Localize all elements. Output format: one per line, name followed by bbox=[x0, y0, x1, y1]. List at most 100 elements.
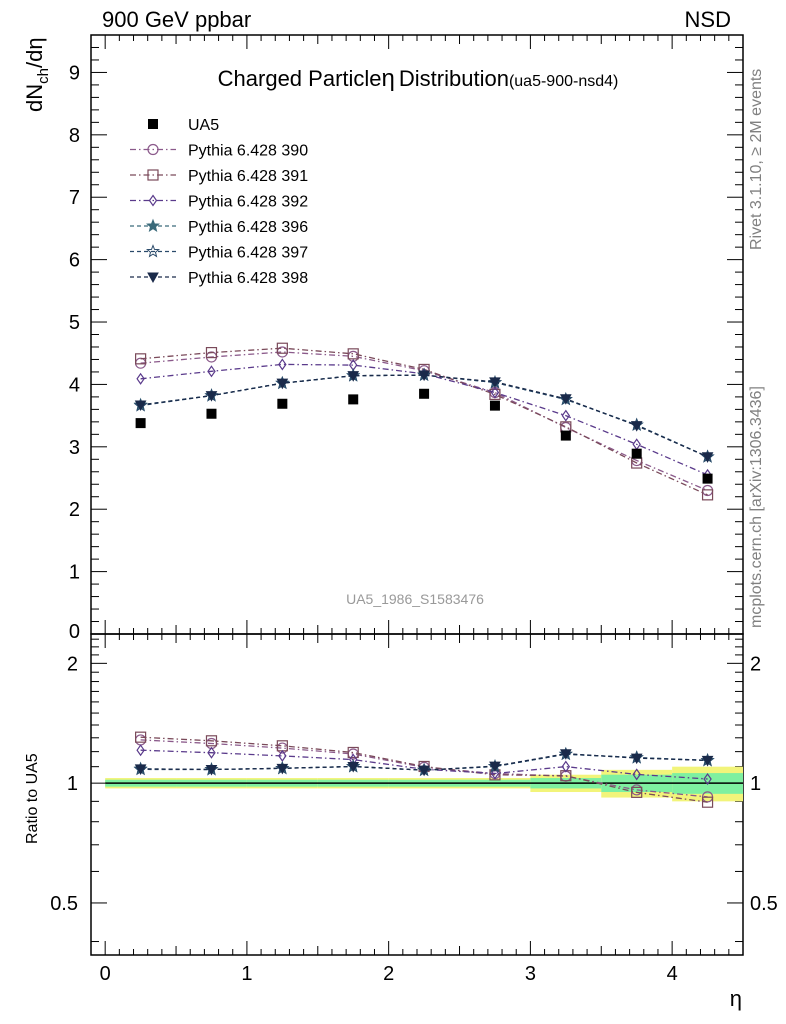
y-tick-label: 0 bbox=[69, 621, 80, 643]
ratio-series-point bbox=[701, 755, 714, 767]
legend-marker bbox=[147, 272, 159, 284]
ratio-series-point bbox=[559, 749, 572, 760]
main-plot: 0 1 2 3 4 5 6 7 8 9 bbox=[69, 34, 744, 955]
x-tick-label: 3 bbox=[525, 963, 536, 985]
series-point bbox=[278, 358, 287, 371]
y-tick-label: 9 bbox=[69, 62, 80, 84]
ratio-series-point bbox=[276, 763, 289, 775]
mcplots-reference-text: mcplots.cern.ch [arXiv:1306.3436] bbox=[748, 386, 765, 628]
x-tick-label: 2 bbox=[383, 963, 394, 985]
legend-label: Pythia 6.428 391 bbox=[188, 168, 308, 185]
ratio-series-point bbox=[630, 753, 643, 765]
legend-marker bbox=[148, 119, 158, 129]
ratio-tick-label-right: 0.5 bbox=[750, 893, 778, 915]
ratio-series-point bbox=[489, 761, 501, 773]
legend-label: Pythia 6.428 396 bbox=[188, 219, 308, 236]
data-point bbox=[631, 448, 642, 459]
series-point bbox=[701, 489, 714, 501]
ratio-tick-label-left: 0.5 bbox=[50, 893, 78, 915]
series-point bbox=[134, 400, 147, 412]
y-axis-label: dNch/dη bbox=[22, 37, 52, 112]
y-tick-label: 6 bbox=[69, 250, 80, 272]
legend-label: Pythia 6.428 392 bbox=[188, 194, 308, 211]
legend-marker bbox=[146, 218, 160, 233]
chart-title: Charged Particleη Distribution(ua5-900-ns… bbox=[218, 65, 619, 92]
y-tick-label: 1 bbox=[69, 562, 80, 584]
data-point bbox=[560, 430, 571, 441]
ratio-series-point bbox=[205, 735, 218, 747]
series-point bbox=[418, 370, 430, 382]
ratio-series-point bbox=[207, 746, 216, 759]
series-line bbox=[140, 374, 708, 458]
series-point bbox=[701, 452, 714, 463]
rivet-version-text: Rivet 3.1.10, ≥ 2M events bbox=[748, 69, 765, 250]
series-point bbox=[559, 394, 572, 405]
ratio-series-point bbox=[205, 765, 218, 776]
ratio-series-point bbox=[490, 767, 500, 780]
data-point bbox=[702, 473, 713, 484]
series-point bbox=[276, 378, 289, 390]
data-point bbox=[419, 388, 430, 399]
y-tick-label: 4 bbox=[69, 374, 80, 396]
y-tick-label: 5 bbox=[69, 312, 80, 334]
ratio-series-point bbox=[347, 762, 360, 773]
x-tick-label: 1 bbox=[241, 963, 252, 985]
header-right: NSD bbox=[685, 7, 731, 32]
series-point bbox=[347, 371, 360, 382]
legend-marker bbox=[146, 244, 160, 258]
x-tick-label: 4 bbox=[667, 963, 678, 985]
ratio-series-point bbox=[631, 786, 643, 798]
ratio-tick-label-right: 1 bbox=[750, 773, 761, 795]
series-point bbox=[489, 388, 501, 400]
legend-label: UA5 bbox=[188, 117, 219, 134]
data-point bbox=[489, 400, 500, 411]
ratio-series-point bbox=[136, 744, 145, 757]
ratio-series-point bbox=[134, 764, 147, 775]
legend-marker bbox=[148, 194, 158, 207]
series-point bbox=[489, 377, 501, 388]
y-tick-label: 2 bbox=[69, 499, 80, 521]
series-point bbox=[207, 365, 216, 378]
ratio-series-point bbox=[135, 731, 147, 743]
ratio-series-point bbox=[418, 765, 430, 777]
legend-label: Pythia 6.428 390 bbox=[188, 143, 308, 160]
legend: UA5 Pythia 6.428 390 Pythia 6.428 391 Pythi… bbox=[130, 117, 308, 287]
analysis-watermark: UA5_1986_S1583476 bbox=[346, 591, 484, 607]
series-point bbox=[490, 386, 500, 399]
ratio-series-point bbox=[703, 772, 712, 786]
data-point bbox=[277, 398, 288, 409]
y-tick-label: 7 bbox=[69, 187, 80, 209]
x-tick-label: 0 bbox=[100, 963, 111, 985]
legend-label: Pythia 6.428 398 bbox=[188, 270, 308, 287]
ratio-tick-label-right: 2 bbox=[750, 653, 761, 675]
legend-marker bbox=[147, 143, 159, 156]
data-point bbox=[135, 418, 146, 429]
series-point bbox=[630, 421, 643, 432]
series-point bbox=[205, 391, 218, 402]
series-point bbox=[701, 484, 714, 497]
series-line bbox=[140, 374, 708, 458]
ratio-tick-label-left: 1 bbox=[67, 773, 78, 795]
x-axis-label: η bbox=[730, 986, 742, 1011]
ratio-series-point bbox=[701, 796, 714, 808]
legend-marker bbox=[147, 169, 159, 181]
ratio-series-point bbox=[561, 760, 571, 773]
legend-label: Pythia 6.428 397 bbox=[188, 245, 308, 262]
ratio-series-point bbox=[278, 749, 287, 762]
ratio-series-point bbox=[632, 768, 641, 781]
series-point bbox=[205, 346, 218, 359]
series-point bbox=[347, 348, 359, 360]
ratio-series-point bbox=[347, 746, 359, 759]
data-point bbox=[206, 408, 217, 419]
y-tick-label: 8 bbox=[69, 125, 80, 147]
ratio-tick-label-left: 2 bbox=[67, 653, 78, 675]
series-point bbox=[135, 353, 147, 365]
series-point bbox=[561, 409, 571, 422]
y-tick-label: 3 bbox=[69, 437, 80, 459]
header-left: 900 GeV ppbar bbox=[102, 7, 251, 32]
data-point bbox=[348, 394, 359, 405]
ratio-plot: 0 1 2 3 4 0.5 0.5 1 1 2 2 bbox=[50, 633, 778, 985]
series-line bbox=[140, 374, 708, 458]
series-point bbox=[136, 372, 145, 385]
